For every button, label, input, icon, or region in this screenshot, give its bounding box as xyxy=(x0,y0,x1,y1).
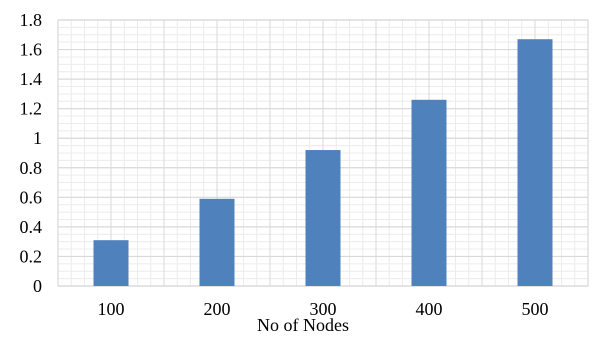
x-tick-label: 500 xyxy=(522,299,549,319)
x-axis-title: No of Nodes xyxy=(257,315,349,335)
y-tick-label: 1.2 xyxy=(20,99,43,119)
bar xyxy=(199,198,235,286)
y-axis-ticks: 0 0.2 0.4 0.6 0.8 1 1.2 1.4 1.6 1.8 xyxy=(20,10,43,296)
bars-group xyxy=(93,39,553,286)
y-tick-label: 0.8 xyxy=(20,158,43,178)
x-tick-label: 200 xyxy=(204,299,231,319)
x-axis-ticks: 100 200 300 400 500 xyxy=(98,299,549,319)
bar xyxy=(411,99,447,286)
x-tick-label: 400 xyxy=(416,299,443,319)
bar xyxy=(93,240,129,286)
y-tick-label: 1.4 xyxy=(20,69,43,89)
y-tick-label: 1.6 xyxy=(20,40,43,60)
y-tick-label: 0.2 xyxy=(20,246,43,266)
y-tick-label: 1.8 xyxy=(20,10,43,30)
y-tick-label: 0.6 xyxy=(20,187,43,207)
y-tick-label: 1 xyxy=(33,128,42,148)
x-tick-label: 100 xyxy=(98,299,125,319)
y-tick-label: 0.4 xyxy=(20,217,43,237)
y-tick-label: 0 xyxy=(33,276,42,296)
bar xyxy=(517,39,553,286)
bar xyxy=(305,150,341,286)
x-tick-label: 300 xyxy=(310,299,337,319)
